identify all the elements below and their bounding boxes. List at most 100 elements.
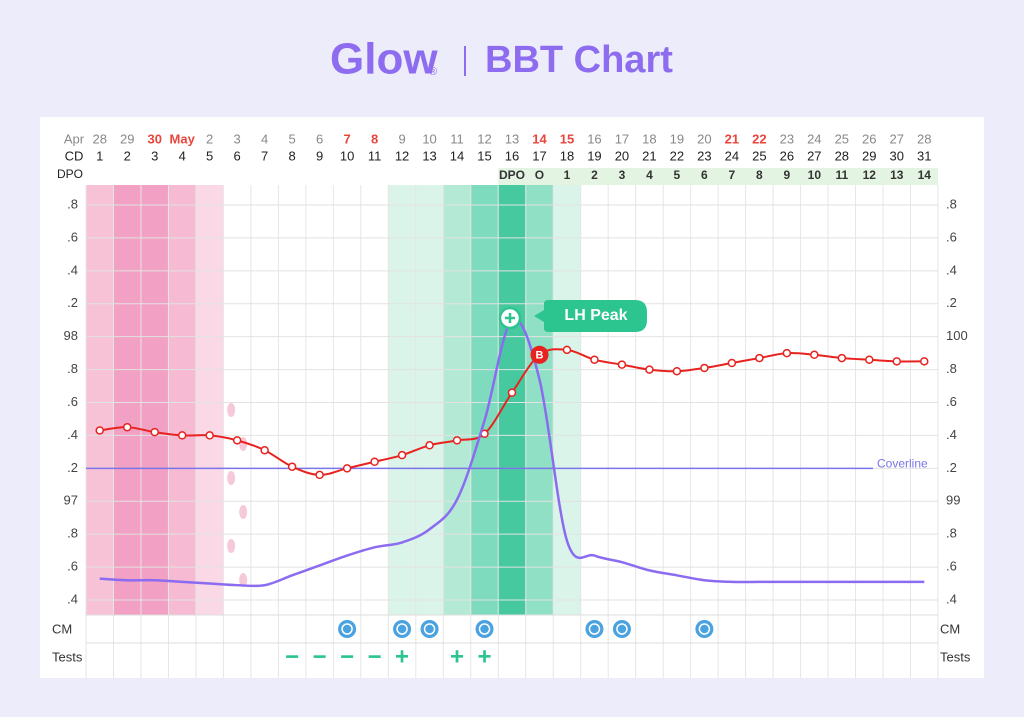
y-tick-label: .4 bbox=[67, 591, 78, 606]
cd-number: 11 bbox=[368, 148, 382, 163]
date-label: 17 bbox=[615, 131, 629, 146]
data-point bbox=[95, 426, 104, 435]
lh-peak-callout bbox=[534, 300, 647, 332]
dpo-value: DPO bbox=[499, 168, 525, 182]
y2-tick-label: .2 bbox=[946, 460, 957, 475]
dpo-value: 9 bbox=[783, 168, 790, 182]
test-result: − bbox=[340, 643, 354, 670]
date-label: 14 bbox=[532, 131, 547, 146]
cm-icon bbox=[585, 620, 604, 638]
data-point bbox=[837, 353, 847, 363]
cd-number: 25 bbox=[752, 148, 766, 163]
spotting-drop bbox=[239, 505, 248, 519]
date-label: 3 bbox=[234, 131, 241, 146]
dpo-value: 5 bbox=[674, 168, 681, 182]
test-result: − bbox=[285, 643, 299, 670]
test-result: − bbox=[368, 643, 382, 670]
cm-icon bbox=[420, 620, 439, 638]
data-point bbox=[315, 470, 324, 480]
chart: .4.6.897.2.4.6.898.2.4.6.8.4.6.899.2.4.6… bbox=[52, 131, 971, 678]
y-tick-label: .4 bbox=[67, 427, 78, 442]
date-label: 9 bbox=[398, 131, 405, 146]
dpo-value: 4 bbox=[646, 168, 653, 182]
data-point bbox=[892, 357, 902, 366]
cd-number: 17 bbox=[532, 148, 546, 163]
cd-number: 19 bbox=[587, 148, 601, 163]
date-label: 6 bbox=[316, 131, 323, 146]
data-point bbox=[370, 457, 379, 466]
cd-number: 16 bbox=[505, 148, 519, 163]
cm-icon-inner bbox=[588, 623, 601, 635]
y-tick-label: .6 bbox=[67, 229, 78, 244]
ovulation-label: B bbox=[536, 350, 544, 362]
dpo-value: 3 bbox=[619, 168, 626, 182]
cd-number: 7 bbox=[261, 148, 268, 163]
ovulation-marker bbox=[530, 345, 549, 364]
lh-peak-plus bbox=[505, 313, 515, 323]
date-label: 8 bbox=[371, 131, 378, 146]
data-point bbox=[920, 357, 929, 366]
y2-tick-label: .6 bbox=[946, 559, 957, 574]
cd-number: 26 bbox=[780, 148, 794, 163]
data-point bbox=[562, 345, 572, 355]
date-label: 28 bbox=[917, 131, 931, 146]
date-label: 10 bbox=[422, 131, 436, 146]
cd-label: CD bbox=[65, 148, 84, 163]
y-tick-label: .6 bbox=[67, 394, 78, 409]
data-point bbox=[507, 388, 517, 397]
cd-number: 31 bbox=[917, 148, 931, 163]
y2-tick-label: .2 bbox=[946, 295, 957, 310]
y2-tick-label: 100 bbox=[946, 328, 968, 343]
y-tick-label: .4 bbox=[67, 262, 78, 277]
y2-tick-label: .4 bbox=[946, 262, 957, 277]
cm-icon-inner bbox=[396, 623, 408, 635]
y-tick-label: .8 bbox=[67, 526, 78, 541]
phase-band bbox=[415, 185, 444, 615]
data-point bbox=[232, 436, 242, 445]
cd-number: 18 bbox=[560, 148, 574, 163]
cd-number: 14 bbox=[450, 148, 464, 163]
y-tick-label: 98 bbox=[64, 328, 78, 343]
cm-icon-inner bbox=[698, 623, 711, 635]
y2-tick-label: .6 bbox=[946, 394, 957, 409]
dpo-label: DPO bbox=[57, 167, 83, 181]
date-label: 30 bbox=[147, 131, 161, 146]
data-point bbox=[342, 464, 352, 473]
cd-number: 3 bbox=[151, 148, 158, 163]
phase-band bbox=[525, 185, 554, 615]
date-label: 2 bbox=[206, 131, 213, 146]
cd-number: 1 bbox=[96, 148, 103, 163]
y-tick-label: .2 bbox=[67, 460, 78, 475]
row-label: Tests bbox=[52, 649, 83, 664]
dpo-value: 14 bbox=[918, 168, 932, 182]
spotting-drop bbox=[227, 403, 236, 417]
cd-number: 20 bbox=[615, 148, 629, 163]
dpo-value: 2 bbox=[591, 168, 598, 182]
y-tick-label: 97 bbox=[64, 493, 78, 508]
dpo-value: 11 bbox=[835, 168, 848, 182]
cm-icon bbox=[475, 620, 494, 638]
data-point bbox=[810, 350, 819, 360]
dpo-row-bg bbox=[498, 168, 938, 185]
logo-reg: ® bbox=[429, 66, 437, 78]
phase-band bbox=[140, 185, 169, 615]
y2-tick-label: .8 bbox=[946, 526, 957, 541]
spotting-drop bbox=[227, 539, 236, 553]
phase-band bbox=[498, 185, 526, 615]
date-label: 27 bbox=[890, 131, 904, 146]
test-result: + bbox=[478, 643, 492, 670]
cd-number: 21 bbox=[642, 148, 656, 163]
dpo-value: 10 bbox=[808, 168, 822, 182]
data-point bbox=[260, 445, 269, 455]
spotting-drop bbox=[239, 573, 248, 587]
month-label: Apr bbox=[64, 131, 85, 146]
y2-tick-label: .4 bbox=[946, 427, 957, 442]
date-label: 26 bbox=[862, 131, 876, 146]
date-label: 19 bbox=[670, 131, 684, 146]
phase-band bbox=[553, 185, 581, 615]
cd-number: 4 bbox=[179, 148, 186, 163]
cm-icon bbox=[695, 620, 714, 638]
data-point bbox=[397, 450, 407, 460]
chart-title: BBT Chart bbox=[485, 39, 673, 81]
cd-number: 27 bbox=[807, 148, 821, 163]
